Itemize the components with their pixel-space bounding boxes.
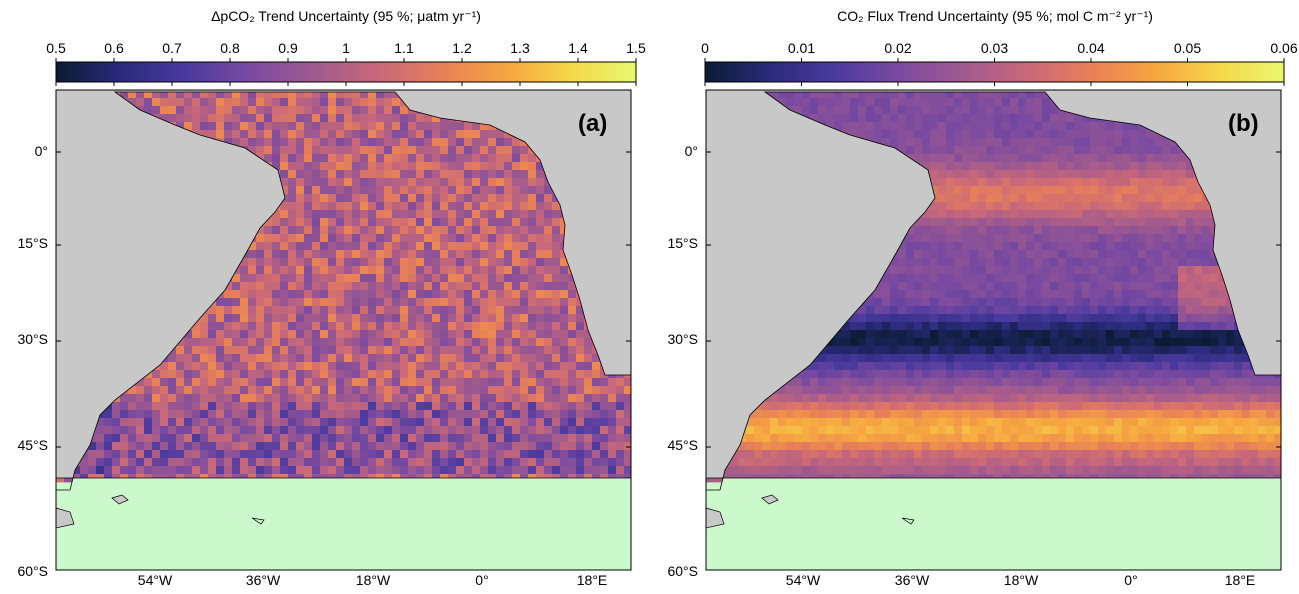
panel-a: ΔpCO₂ Trend Uncertainty (95 %; μatm yr⁻¹… <box>17 8 646 588</box>
colorbar-tick-label: 1.5 <box>626 40 646 56</box>
map-a <box>55 58 637 571</box>
lon-label: 54°W <box>137 572 173 588</box>
lon-label: 54°W <box>785 572 821 588</box>
panel-b: CO₂ Flux Trend Uncertainty (95 %; mol C … <box>650 0 1299 594</box>
colorbar-title: CO₂ Flux Trend Uncertainty (95 %; mol C … <box>837 8 1153 24</box>
map-frame <box>705 89 1282 571</box>
colorbar-tick-label: 0.5 <box>46 40 66 56</box>
masked-region <box>706 478 1281 570</box>
colorbar-tick-label: 0.05 <box>1173 40 1202 56</box>
lat-label: 30°S <box>667 331 698 347</box>
island <box>761 494 779 505</box>
lat-label: 15°S <box>17 235 48 251</box>
colorbar <box>704 61 1285 83</box>
colorbar-tick-label: 1.2 <box>452 40 472 56</box>
colorbar-title: ΔpCO₂ Trend Uncertainty (95 %; μatm yr⁻¹… <box>211 8 481 24</box>
island <box>901 517 915 525</box>
lon-label: 0° <box>1124 572 1138 588</box>
colorbar-tick-label: 1 <box>342 40 350 56</box>
colorbar-tick-label: 1.1 <box>394 40 414 56</box>
lon-label: 18°W <box>1003 572 1039 588</box>
masked-region <box>56 478 631 570</box>
map-frame <box>55 89 632 571</box>
lat-label: 45°S <box>667 437 698 453</box>
colorbar-tick-label: 0.03 <box>980 40 1009 56</box>
colorbar-tick-label: 0.04 <box>1077 40 1105 56</box>
colorbar-tick-label: 0.9 <box>278 40 298 56</box>
lon-label: 36°W <box>894 572 930 588</box>
lon-label: 18°W <box>355 572 391 588</box>
lat-label: 60°S <box>667 563 698 579</box>
panel-label: (a) <box>578 110 608 137</box>
lat-label: 15°S <box>667 235 698 251</box>
map-b <box>704 58 1285 571</box>
lat-label: 0° <box>684 143 698 159</box>
colorbar-tick-label: 1.3 <box>510 40 530 56</box>
lon-label: 18°E <box>1224 572 1256 588</box>
colorbar-tick-label: 0.01 <box>787 40 816 56</box>
lat-label: 30°S <box>17 331 48 347</box>
lat-label: 0° <box>34 143 48 159</box>
island <box>111 494 129 505</box>
colorbar-tick-label: 0 <box>701 40 709 56</box>
colorbar-tick-label: 0.06 <box>1270 40 1298 56</box>
island <box>251 517 265 525</box>
lon-label: 0° <box>475 572 489 588</box>
lat-label: 60°S <box>17 563 48 579</box>
panel-label: (b) <box>1228 110 1259 137</box>
colorbar-tick-label: 0.02 <box>884 40 912 56</box>
colorbar-tick-label: 0.7 <box>162 40 182 56</box>
colorbar-tick-label: 0.6 <box>104 40 124 56</box>
lon-label: 18°E <box>576 572 608 588</box>
colorbar-tick-label: 0.8 <box>220 40 240 56</box>
colorbar-tick-label: 1.4 <box>568 40 588 56</box>
lon-label: 36°W <box>245 572 281 588</box>
colorbar <box>55 61 637 83</box>
lat-label: 45°S <box>17 437 48 453</box>
